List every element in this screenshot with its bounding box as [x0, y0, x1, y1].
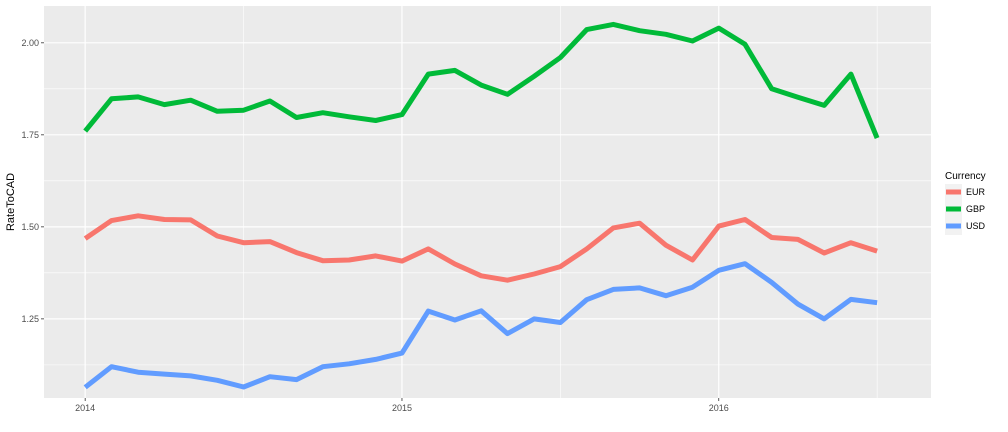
legend-title: Currency — [945, 171, 986, 182]
legend-label-eur: EUR — [966, 187, 986, 197]
y-tick-label: 1.75 — [21, 130, 39, 140]
y-tick-label: 2.00 — [21, 38, 39, 48]
series-line-usd — [83, 261, 878, 390]
y-tick-label: 1.25 — [21, 314, 39, 324]
y-axis: 1.25 1.50 1.75 2.00 — [21, 38, 44, 324]
x-axis: 2014 2015 2016 — [75, 398, 729, 413]
legend-label-gbp: GBP — [966, 204, 985, 214]
x-tick-label: 2015 — [392, 403, 412, 413]
plot-panel — [44, 6, 931, 398]
major-grid — [44, 6, 931, 398]
x-tick-label: 2014 — [75, 403, 95, 413]
x-tick-label: 2016 — [709, 403, 729, 413]
y-axis-title: RateToCAD — [5, 173, 17, 231]
series-lines — [83, 21, 880, 390]
minor-grid — [44, 6, 931, 398]
legend: Currency EUR GBP USD — [945, 171, 986, 235]
series-line-gbp — [83, 21, 880, 140]
legend-label-usd: USD — [966, 221, 986, 231]
y-tick-label: 1.50 — [21, 222, 39, 232]
series-line-eur — [83, 213, 878, 283]
legend-items: EUR GBP USD — [945, 184, 986, 235]
